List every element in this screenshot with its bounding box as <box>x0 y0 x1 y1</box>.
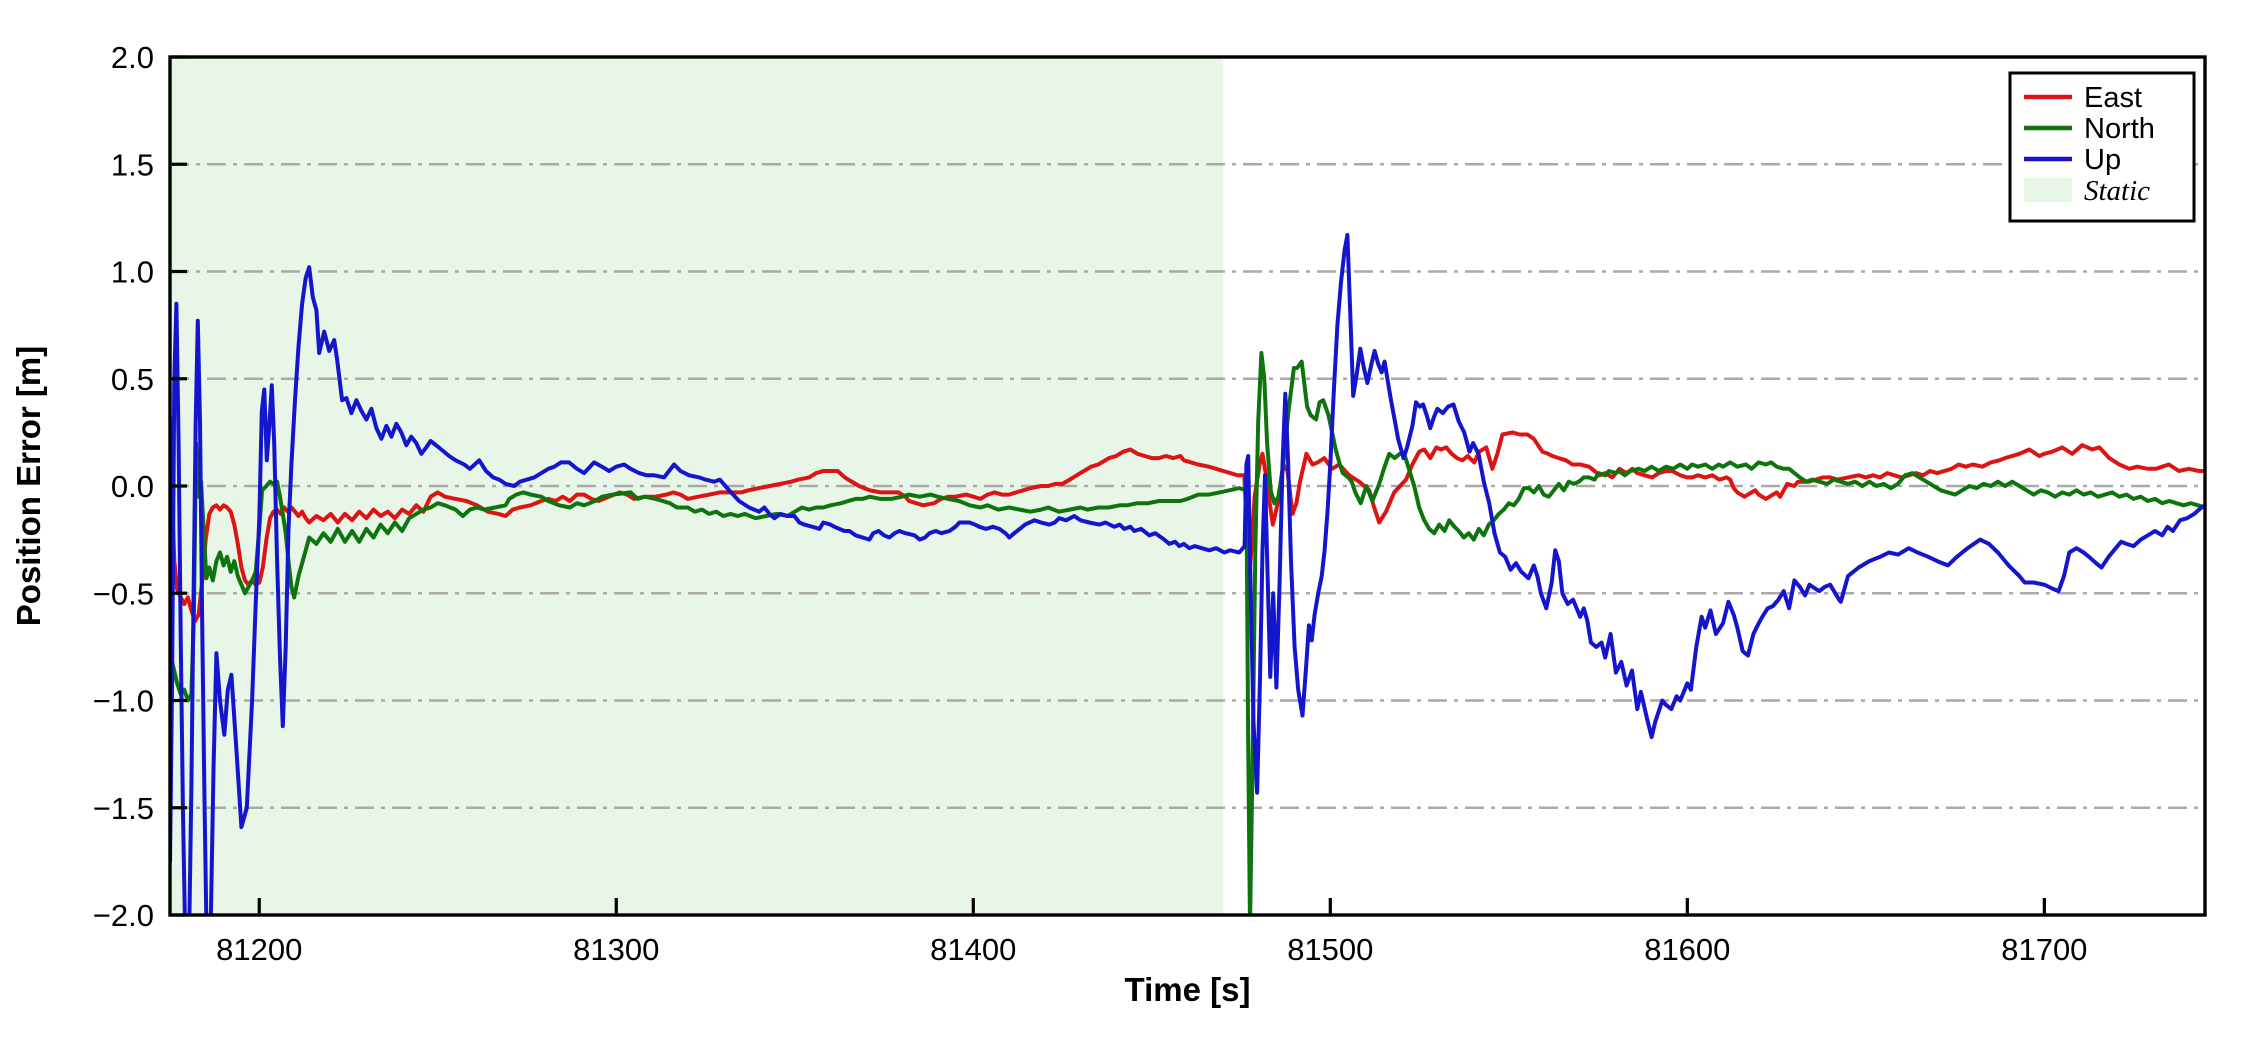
legend-item-static: Static <box>2024 175 2150 207</box>
legend-static-patch-sample <box>2024 178 2072 202</box>
y-axis-tick-label: 2.0 <box>111 40 154 75</box>
legend-item-north: North <box>2024 113 2155 145</box>
plot-border <box>168 55 2207 917</box>
series-group <box>170 233 2205 915</box>
y-axis-tick-label: −0.5 <box>93 576 154 611</box>
legend-up-label: Up <box>2084 144 2121 176</box>
x-axis-tick-label: 81300 <box>573 932 659 967</box>
legend-east-label: East <box>2084 82 2142 114</box>
x-axis-tick-label: 81400 <box>930 932 1016 967</box>
north-series-line <box>170 351 2205 915</box>
x-axis-tick-label: 81600 <box>1644 932 1730 967</box>
y-axis-tick-label: 0.0 <box>111 469 154 504</box>
y-axis-tick-label: −1.5 <box>93 791 154 826</box>
up-series-line <box>170 233 2205 915</box>
x-axis-tick-label: 81500 <box>1287 932 1373 967</box>
legend-item-up: Up <box>2024 144 2121 176</box>
y-axis-tick-label: 1.5 <box>111 147 154 182</box>
x-axis-title: Time [s] <box>1125 971 1251 1008</box>
legend-north-label: North <box>2084 113 2155 145</box>
x-axis-tick-label: 81700 <box>2001 932 2087 967</box>
y-axis-title: Position Error [m] <box>10 346 47 627</box>
y-axis-tick-label: −2.0 <box>93 898 154 933</box>
y-axis-tick-label: −1.0 <box>93 684 154 719</box>
x-axis-tick-label: 81200 <box>216 932 302 967</box>
legend-static-label: Static <box>2084 175 2150 207</box>
axis-ticks: 2.0 1.5 1.0 0.5 0.0 −0.5 −1.0 −1.5 −2.0 81200 8130… <box>93 40 2088 967</box>
y-axis-tick-label: 1.0 <box>111 255 154 290</box>
east-series-line <box>170 415 2205 624</box>
y-axis-tick-label: 0.5 <box>111 362 154 397</box>
gridlines <box>170 162 2205 810</box>
legend-item-east: East <box>2024 82 2142 114</box>
